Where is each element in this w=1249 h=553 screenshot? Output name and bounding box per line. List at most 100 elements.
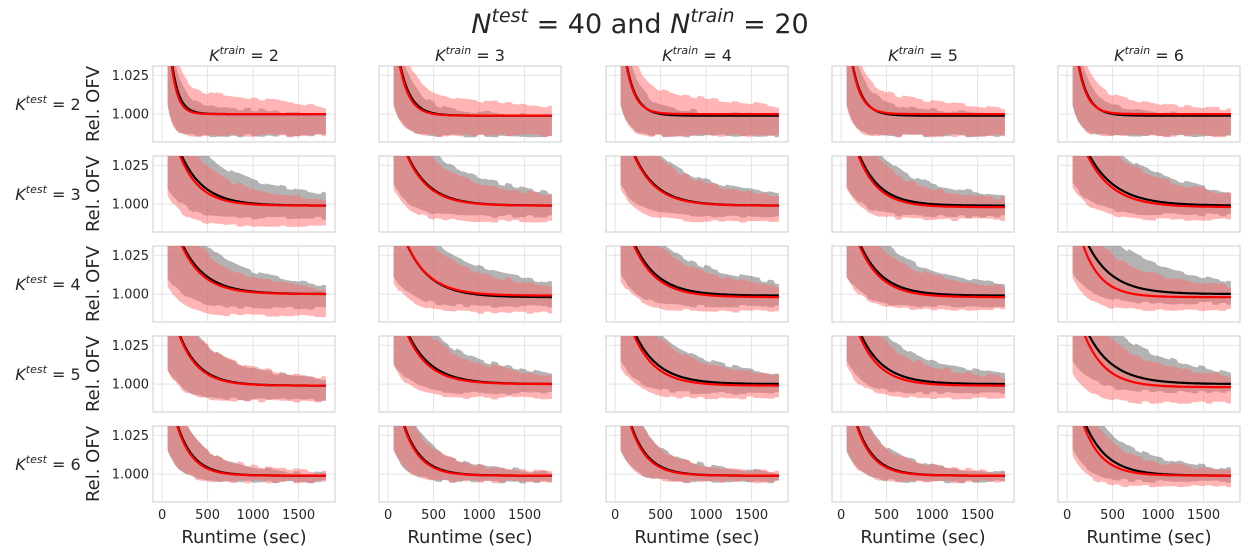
figure-title: Ntest = 40 and Ntrain = 20 [471,5,808,40]
y-tick-label: 1.000 [112,198,149,213]
subplot-r5-c2: 0 500 1000 1500 Runtime (sec) [378,425,562,548]
y-axis-label: Rel. OFV [83,245,104,322]
y-tick-label: 1.025 [112,69,149,84]
red-series-band [393,426,552,484]
column-title: Ktrain = 4 [662,44,732,65]
subplot-r1-c2: Ktrain = 3 [378,44,562,143]
x-tick-label: 0 [1063,508,1071,523]
black-series-line [1088,156,1231,207]
red-series-line [633,336,779,387]
red-series-line [176,426,326,477]
x-tick-label: 1500 [282,508,315,523]
red-series-line [632,246,779,299]
subplot-r4-c4 [831,335,1015,413]
column-title: Ktrain = 5 [888,44,958,65]
subplot-r5-c3: 0 500 1000 1500 Runtime (sec) [605,425,789,548]
subplot-r2-c4 [831,155,1015,233]
y-tick-label: 1.000 [112,468,149,483]
subplot-r3-c3 [605,245,789,323]
red-series-band [167,156,326,227]
red-series-band [1072,426,1231,488]
x-axis-label: Runtime (sec) [181,527,306,548]
subplot-r1-c3: Ktrain = 4 [605,44,789,143]
red-series-band [620,426,779,484]
red-series-band [167,66,326,138]
red-series-line [406,156,552,207]
black-series-line [634,336,779,386]
y-axis-label: Rel. OFV [83,155,104,232]
y-tick-label: 1.025 [112,249,149,264]
red-series-line [170,66,326,116]
x-tick-label: 500 [874,508,899,523]
x-tick-label: 500 [648,508,673,523]
subplot-r5-c4: 0 500 1000 1500 Runtime (sec) [831,425,1015,548]
y-axis-label: Rel. OFV [83,425,104,502]
red-series-line [1086,156,1231,209]
subplot-r4-c3 [605,335,789,413]
red-series-line [180,246,326,296]
row-title: Ktest = 3 [15,183,80,204]
red-series-line [855,426,1005,477]
red-series-line [633,156,779,207]
x-axis-label: Runtime (sec) [1086,527,1211,548]
red-series-line [629,426,779,477]
red-series-line [406,336,552,386]
red-series-line [858,246,1005,299]
red-series-band [846,66,1005,138]
subplot-r5-c5: 0 500 1000 1500 Runtime (sec) [1057,425,1241,548]
subplot-r1-c5: Ktrain = 6 [1057,44,1241,143]
x-tick-label: 500 [195,508,220,523]
y-tick-label: 1.000 [112,378,149,393]
x-tick-label: 1500 [1187,508,1220,523]
subplot-r1-c4: Ktrain = 5 [831,44,1015,143]
red-series-line [858,336,1005,387]
x-tick-label: 1000 [237,508,270,523]
x-tick-label: 1500 [735,508,768,523]
red-series-line [1082,246,1231,299]
x-tick-label: 1500 [508,508,541,523]
subplot-r2-c5 [1057,155,1241,233]
red-series-line [851,66,1005,116]
row-title: Ktest = 4 [15,273,80,294]
x-tick-label: 0 [158,508,166,523]
black-series-line [634,246,779,297]
red-series-band [620,66,779,138]
y-tick-label: 1.025 [112,159,149,174]
column-title: Ktrain = 6 [1114,44,1184,65]
red-series-line [402,426,552,477]
red-series-line [625,66,779,116]
red-series-line [398,66,552,117]
column-title: Ktrain = 3 [435,44,505,65]
x-tick-label: 0 [837,508,845,523]
x-axis-label: Runtime (sec) [407,527,532,548]
red-series-line [1077,66,1231,116]
red-series-line [1083,336,1231,389]
row-title: Ktest = 2 [15,93,80,114]
x-tick-label: 1000 [463,508,496,523]
x-tick-label: 0 [611,508,619,523]
red-series-band [1072,246,1231,312]
y-tick-label: 1.000 [112,108,149,123]
subplot-r4-c5 [1057,335,1241,413]
x-tick-label: 500 [1100,508,1125,523]
x-tick-label: 1000 [690,508,723,523]
x-tick-label: 1000 [1142,508,1175,523]
black-series-line [860,336,1005,386]
subplot-r3-c5 [1057,245,1241,323]
black-series-line [859,246,1005,297]
black-series-line [858,156,1005,207]
black-series-line [1087,246,1231,295]
subplot-r3-c4 [831,245,1015,323]
red-series-band [1072,66,1231,138]
x-axis-label: Runtime (sec) [634,527,759,548]
row-title: Ktest = 6 [15,453,80,474]
black-series-line [1088,336,1231,385]
x-axis-label: Runtime (sec) [860,527,985,548]
